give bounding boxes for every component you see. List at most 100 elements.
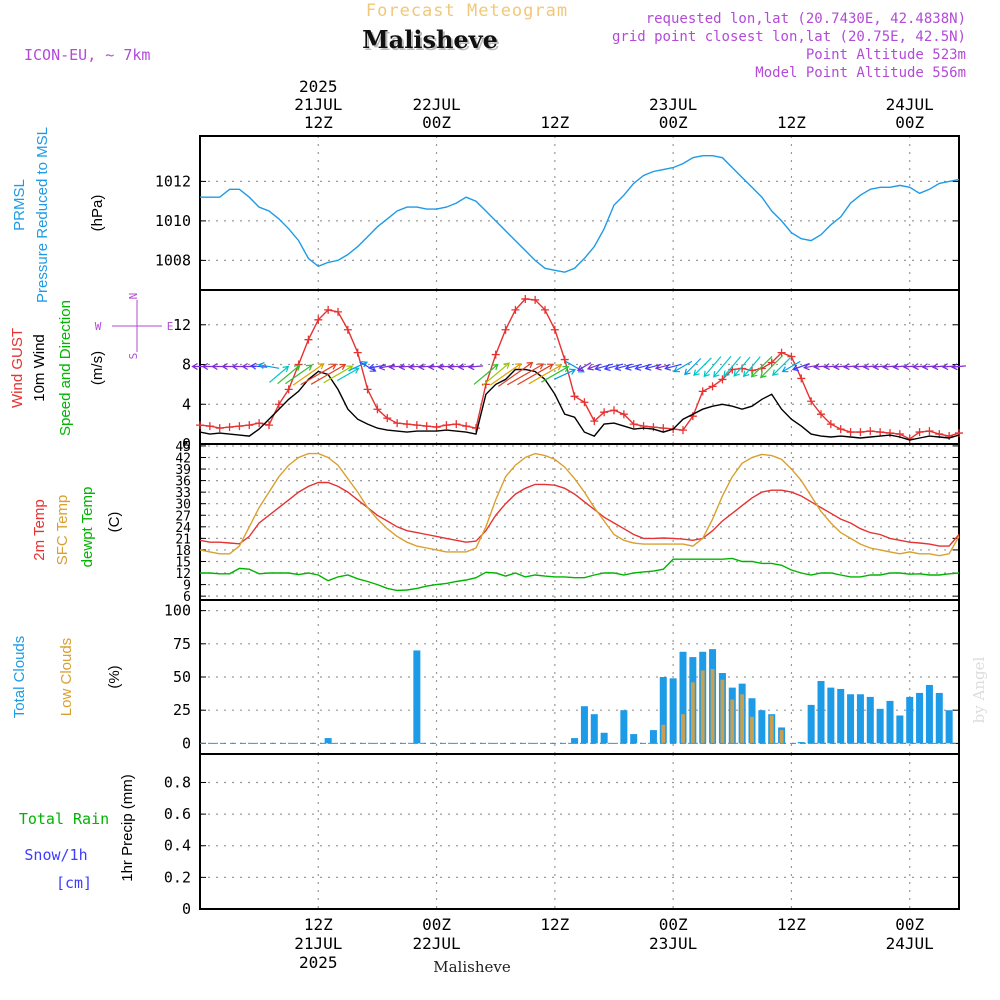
gust-marker xyxy=(343,325,352,334)
gust-marker xyxy=(284,385,293,394)
series-line-temperature-2 xyxy=(200,557,960,592)
wind-arrow xyxy=(733,356,751,377)
gust-marker xyxy=(866,427,875,436)
wind-arrow xyxy=(771,357,791,377)
credit: by Angel xyxy=(970,656,988,723)
cloud-bar xyxy=(750,716,754,744)
wind-arrow xyxy=(791,362,810,372)
ytick-label: 42 xyxy=(175,451,191,466)
cloud-bar xyxy=(681,714,685,744)
gust-marker xyxy=(679,426,687,435)
wind-arrow xyxy=(554,368,577,380)
top-time-label: 21JUL xyxy=(294,95,342,114)
wind-arrow xyxy=(759,355,784,379)
bottom-time-label: 12Z xyxy=(304,915,333,934)
top-time-label: 23JUL xyxy=(649,95,697,114)
gust-marker xyxy=(590,417,599,426)
wind-arrow xyxy=(594,363,614,372)
wind-arrow xyxy=(673,360,693,373)
wind-arrow xyxy=(541,366,570,383)
product-title: Forecast Meteogram xyxy=(366,1,568,21)
cloud-bar xyxy=(659,677,667,744)
top-time-label: 00Z xyxy=(422,113,451,132)
gust-marker xyxy=(334,307,342,316)
gust-marker xyxy=(255,419,264,428)
wind-arrow xyxy=(249,362,268,370)
top-time-label: 12Z xyxy=(304,113,333,132)
snow-label: Snow/1h xyxy=(24,846,87,864)
wind-arrow xyxy=(750,355,773,378)
cloud-bar xyxy=(945,710,953,744)
location-title: Malisheve xyxy=(362,25,498,54)
total-cloud-label: Total Clouds xyxy=(11,636,28,719)
ytick-label: 0.2 xyxy=(164,868,191,886)
ytick-label: 33 xyxy=(175,486,191,501)
gust-marker xyxy=(491,350,500,359)
cloud-bar xyxy=(876,708,884,744)
cloud-bar xyxy=(679,651,687,744)
ytick-label: 0.6 xyxy=(164,805,191,823)
wind-arrow xyxy=(742,356,761,378)
compass-s: S xyxy=(127,353,140,360)
panel-frame-pressure xyxy=(199,135,960,291)
gust-label: Wind GUST xyxy=(9,328,26,408)
rain-label: Total Rain xyxy=(19,810,109,828)
gust-marker xyxy=(580,398,589,407)
gust-marker xyxy=(383,414,392,423)
gust-marker xyxy=(521,294,530,303)
top-time-label: 12Z xyxy=(540,113,569,132)
ytick-label: 0 xyxy=(182,900,191,918)
gust-marker xyxy=(472,424,480,433)
bottom-time-label: 12Z xyxy=(540,915,569,934)
bottom-time-label: 00Z xyxy=(422,915,451,934)
gust-marker xyxy=(304,335,313,344)
cloud-bar xyxy=(837,688,845,744)
top-time-label: 12Z xyxy=(777,113,806,132)
gust-marker xyxy=(698,387,707,396)
location-shadow: Malisheve xyxy=(364,27,500,56)
ytick-label: 24 xyxy=(175,521,191,536)
gust-marker xyxy=(353,348,362,357)
wind-arrow xyxy=(388,363,405,371)
ytick-label: 27 xyxy=(175,509,191,524)
cloud-bar xyxy=(324,738,332,744)
ytick-label: 15 xyxy=(175,555,191,570)
ytick-label: 45 xyxy=(175,440,191,455)
wind-arrow xyxy=(684,358,702,376)
gust-marker xyxy=(324,305,333,314)
pressure-unit: (hPa) xyxy=(89,195,106,232)
wind-arrow xyxy=(507,363,545,386)
requested-coords: requested lon,lat (20.7430E, 42.4838N) xyxy=(646,11,966,27)
gust-marker xyxy=(265,421,273,430)
temp-unit: (C) xyxy=(106,512,123,533)
cloud-bar xyxy=(571,738,579,744)
cloud-bar xyxy=(769,715,774,744)
wind-arrow xyxy=(292,363,325,386)
ytick-label: 50 xyxy=(173,668,191,686)
ytick-label: 4 xyxy=(182,395,191,413)
cloud-bar xyxy=(580,706,588,744)
gust-marker xyxy=(570,392,579,401)
cloud-bar xyxy=(779,730,784,744)
gust-marker xyxy=(787,352,796,361)
point-altitude: Point Altitude 523m xyxy=(806,47,966,63)
ytick-label: 18 xyxy=(175,544,191,559)
pressure-labels: PRMSL Pressure Reduced to MSL (hPa) xyxy=(11,127,106,303)
gust-marker xyxy=(452,420,461,429)
wind-arrow xyxy=(447,363,465,371)
cloud-bar xyxy=(797,742,805,744)
cloud-bar xyxy=(925,684,933,744)
cloud-bar xyxy=(700,670,705,744)
gust-marker xyxy=(925,427,934,436)
top-time-label: 00Z xyxy=(659,113,688,132)
ytick-label: 75 xyxy=(173,635,191,653)
gust-marker xyxy=(797,374,806,383)
wind-arrow xyxy=(517,363,554,386)
wind-arrow xyxy=(257,362,280,369)
wind-arrow xyxy=(336,367,360,382)
low-cloud-label: Low Clouds xyxy=(58,638,75,716)
compass-e: E xyxy=(167,320,174,333)
pressure-label-2: Pressure Reduced to MSL xyxy=(34,127,51,303)
compass-n: N xyxy=(127,293,140,300)
